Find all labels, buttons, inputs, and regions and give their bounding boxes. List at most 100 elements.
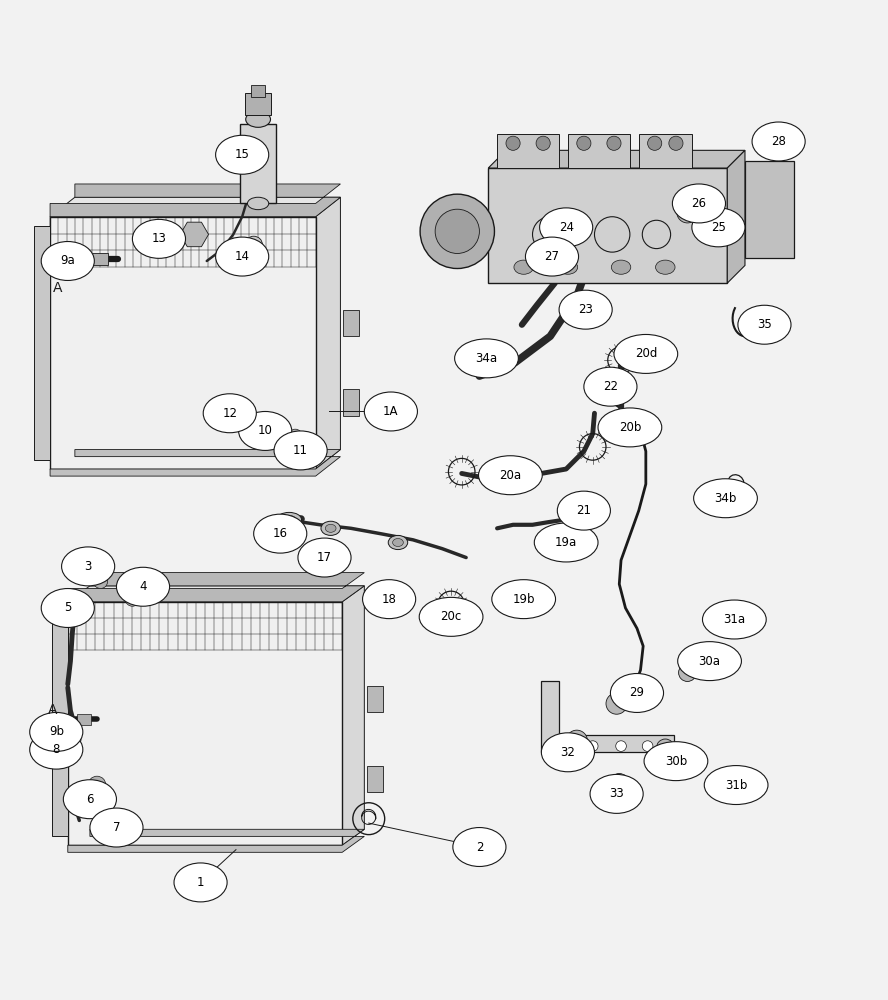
Ellipse shape [453,828,506,866]
Ellipse shape [655,260,675,274]
Text: 7: 7 [113,821,120,834]
Circle shape [677,202,698,223]
FancyBboxPatch shape [745,161,794,258]
Text: 18: 18 [382,593,397,606]
Ellipse shape [298,538,351,577]
Circle shape [88,776,106,794]
Ellipse shape [678,642,741,681]
Text: 33: 33 [609,787,624,800]
Text: 22: 22 [603,380,618,393]
Ellipse shape [174,863,227,902]
Ellipse shape [388,535,408,550]
Polygon shape [497,134,559,168]
Text: 1: 1 [197,876,204,889]
Circle shape [536,136,551,150]
Ellipse shape [216,237,269,276]
Text: 15: 15 [234,148,250,161]
Circle shape [98,804,114,820]
Ellipse shape [542,733,594,772]
Polygon shape [67,573,364,602]
Text: 34b: 34b [714,492,737,505]
Circle shape [615,741,626,751]
Polygon shape [488,150,745,168]
Polygon shape [180,222,209,247]
Ellipse shape [598,408,662,447]
Ellipse shape [526,237,579,276]
Text: 4: 4 [139,580,147,593]
Text: 32: 32 [560,746,575,759]
Ellipse shape [584,367,637,406]
Circle shape [669,136,683,150]
Text: 20c: 20c [440,610,462,623]
Text: 23: 23 [578,303,593,316]
Ellipse shape [492,580,556,619]
Ellipse shape [362,580,416,619]
Ellipse shape [41,242,94,280]
Text: 2: 2 [476,841,483,854]
Ellipse shape [282,515,296,523]
Circle shape [93,574,107,589]
Ellipse shape [325,524,336,532]
Ellipse shape [702,600,766,639]
Polygon shape [315,197,340,469]
Ellipse shape [559,260,578,274]
Ellipse shape [752,122,805,161]
FancyBboxPatch shape [241,124,276,203]
Text: 20b: 20b [619,421,641,434]
Circle shape [235,400,250,414]
Text: 20a: 20a [499,469,521,482]
Text: A: A [47,703,57,717]
Text: 9b: 9b [49,725,64,738]
Circle shape [642,741,653,751]
Ellipse shape [274,431,327,470]
Circle shape [245,236,263,254]
Circle shape [656,739,674,757]
Text: 14: 14 [234,250,250,263]
Text: 27: 27 [544,250,559,263]
Circle shape [125,592,139,606]
Ellipse shape [321,521,340,535]
Text: 29: 29 [630,686,645,699]
Ellipse shape [392,539,403,546]
Ellipse shape [479,456,543,495]
Ellipse shape [419,597,483,636]
Text: 26: 26 [692,197,707,210]
Polygon shape [34,226,50,460]
Ellipse shape [29,712,83,751]
Polygon shape [50,217,315,469]
Circle shape [609,774,629,793]
Text: 20d: 20d [635,347,657,360]
FancyBboxPatch shape [367,686,383,712]
FancyBboxPatch shape [251,85,266,97]
Text: 17: 17 [317,551,332,564]
FancyBboxPatch shape [90,253,107,265]
Circle shape [75,604,90,618]
Text: 21: 21 [576,504,591,517]
Ellipse shape [559,290,612,329]
Ellipse shape [132,219,186,258]
Ellipse shape [254,514,306,553]
Circle shape [678,664,696,681]
Circle shape [606,693,627,714]
Text: 35: 35 [757,318,772,331]
Text: 9a: 9a [60,254,75,267]
Circle shape [559,741,569,751]
Circle shape [587,741,598,751]
Text: 24: 24 [559,221,574,234]
Ellipse shape [455,339,519,378]
Text: 30b: 30b [665,755,687,768]
Ellipse shape [590,774,643,813]
Polygon shape [50,197,340,217]
Text: 3: 3 [84,560,91,573]
FancyBboxPatch shape [367,766,383,792]
Text: 13: 13 [152,232,166,245]
Ellipse shape [90,808,143,847]
Text: 31b: 31b [725,779,748,792]
Text: 10: 10 [258,424,273,437]
Ellipse shape [535,523,598,562]
Text: 11: 11 [293,444,308,457]
Text: 28: 28 [771,135,786,148]
Polygon shape [727,150,745,283]
Ellipse shape [692,208,745,247]
Ellipse shape [116,567,170,606]
